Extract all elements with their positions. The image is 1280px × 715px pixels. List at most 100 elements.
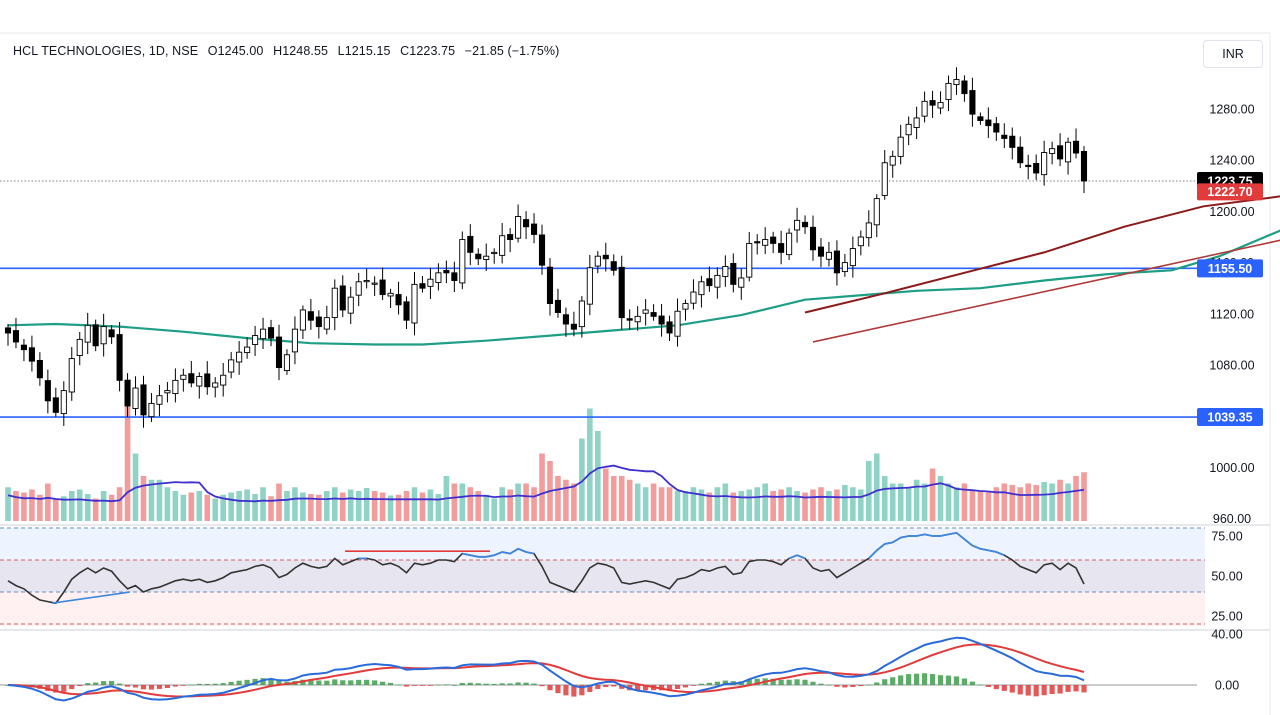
volume-bar (595, 431, 601, 521)
macd-histogram-bar (172, 685, 178, 687)
volume-bar (53, 498, 59, 521)
volume-bar (1081, 472, 1087, 521)
macd-histogram-bar (635, 685, 641, 691)
volume-bar (658, 487, 665, 521)
macd-histogram-bar (898, 675, 904, 685)
macd-histogram-bar (555, 685, 561, 694)
candle-body (1080, 150, 1088, 182)
candle-body (92, 324, 99, 347)
rsi-high-segment (358, 531, 1005, 560)
volume-bar (252, 494, 258, 521)
volume-bar (555, 476, 561, 521)
macd-histogram-bar (890, 677, 896, 685)
candle-body (642, 309, 649, 314)
volume-bar (5, 487, 11, 521)
macd-histogram-bar (140, 685, 147, 690)
volume-bar (889, 483, 896, 521)
candle-body (538, 234, 546, 266)
macd-histogram-bar (722, 680, 728, 685)
close-value: C1223.75 (400, 44, 456, 58)
volume-bar (331, 487, 338, 521)
macd-histogram-bar (459, 682, 465, 685)
macd-histogram-bar (451, 684, 457, 686)
macd-histogram-bar (348, 680, 354, 685)
volume-bar (634, 483, 641, 521)
candle-body (698, 281, 705, 296)
macd-histogram-bar (842, 685, 848, 688)
volume-bar (850, 487, 856, 521)
volume-bar (100, 491, 107, 521)
macd-histogram-bar (77, 685, 83, 687)
macd-histogram-bar (603, 685, 609, 688)
rsi-lower-zone (0, 592, 1205, 626)
price-tick-label: 1000.00 (1209, 461, 1254, 475)
macd-histogram-bar (834, 685, 840, 687)
macd-histogram-bar (324, 680, 330, 685)
macd-histogram-bar (491, 683, 497, 685)
candle-body (419, 283, 426, 289)
macd-histogram-bar (276, 680, 282, 685)
volume-bar (13, 491, 19, 521)
candle-body (515, 216, 522, 239)
volume-bar (164, 487, 171, 521)
macd-histogram-bar (770, 678, 776, 685)
price-tick-label: 1080.00 (1209, 359, 1254, 373)
macd-histogram-bar (148, 685, 155, 690)
candles (4, 67, 1088, 428)
candle-body (172, 379, 179, 395)
candle-body (244, 346, 251, 354)
candle-body (626, 318, 633, 321)
volume-bar (921, 483, 928, 521)
candle-body (403, 301, 410, 321)
candle-body (435, 272, 442, 283)
volume-bar (762, 483, 768, 521)
grid (0, 32, 1271, 715)
macd-histogram-bar (196, 683, 202, 685)
macd-histogram-bar (906, 674, 912, 685)
candle-body (252, 335, 259, 345)
macd-histogram-bar (1057, 685, 1063, 694)
volume-bar (220, 494, 226, 521)
candle-body (562, 314, 569, 325)
candle-body (889, 155, 896, 166)
candle-body (483, 255, 490, 260)
candle-body (387, 292, 394, 297)
high-value: H1248.55 (273, 44, 329, 58)
volume-bar (961, 483, 968, 521)
candle-body (180, 374, 187, 380)
macd-histogram-bar (1001, 685, 1007, 691)
volume-bar (45, 483, 51, 521)
macd-histogram-bar (53, 685, 59, 693)
macd-histogram-bar (643, 685, 649, 691)
candle-body (283, 354, 291, 371)
level-tag-label: 1039.35 (1207, 411, 1252, 425)
candle-body (913, 117, 920, 128)
candle-body (76, 338, 83, 356)
rsi-bands (0, 528, 1205, 626)
macd-histogram-bar (228, 681, 234, 685)
candle-body (714, 274, 721, 288)
macd-histogram-bar (483, 683, 489, 685)
volume-bar (523, 483, 529, 521)
macd-histogram-bar (515, 682, 521, 685)
macd-histogram-bar (403, 685, 410, 687)
volume-bar (618, 476, 625, 521)
candle-body (315, 316, 322, 328)
horizontal-levels[interactable] (0, 180, 1207, 418)
macd-histogram-bar (945, 675, 952, 685)
volume-bar (873, 453, 880, 521)
macd-histogram-bar (364, 679, 370, 685)
currency-button[interactable]: INR (1203, 40, 1263, 68)
volume-bar (1057, 479, 1063, 521)
ohlc-legend: HCL TECHNOLOGIES, 1D, NSE O1245.00 H1248… (13, 44, 565, 58)
candle-body (491, 251, 498, 255)
symbol-title[interactable]: HCL TECHNOLOGIES, 1D, NSE (13, 44, 199, 58)
volume-bar (1025, 483, 1032, 521)
candle-body (794, 219, 801, 231)
candle-body (833, 250, 840, 274)
macd-histogram-bar (419, 685, 426, 686)
volume-bar (1065, 483, 1071, 521)
candle-body (148, 402, 155, 418)
candle-body (395, 294, 402, 306)
